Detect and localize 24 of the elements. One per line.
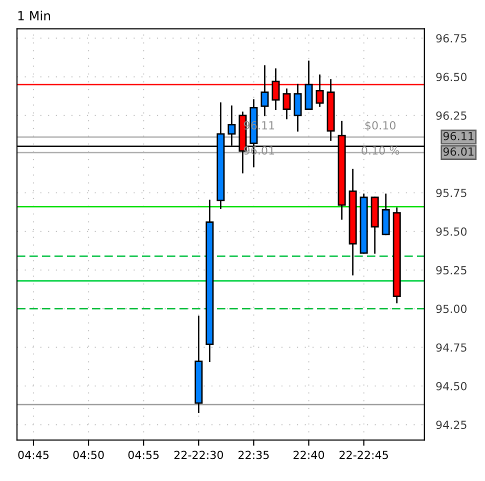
y-tick-label: 94.25 xyxy=(436,420,466,430)
x-tick-label: 04:45 xyxy=(18,450,49,460)
y-tick-label: 96.50 xyxy=(436,72,467,82)
x-tick-label: 22:40 xyxy=(294,450,324,460)
x-tick-label: 22-22:45 xyxy=(340,450,388,460)
x-tick-label: 22-22:30 xyxy=(174,450,223,460)
ref-line-label: 96.01 xyxy=(443,147,474,156)
x-tick-label: 22:35 xyxy=(238,450,269,460)
candlestick xyxy=(282,88,291,120)
y-tick-label: 96.25 xyxy=(436,111,466,120)
y-tick-label: 95.75 xyxy=(436,188,466,198)
candlestick xyxy=(260,65,269,116)
annotation: $0.10 xyxy=(365,120,396,131)
y-tick-label: 95.00 xyxy=(436,304,467,314)
y-tick-label: 95.25 xyxy=(436,266,466,274)
ref-line-label: 96.11 xyxy=(443,132,474,140)
y-tick-label: 95.50 xyxy=(436,227,467,236)
chart-title: 1 Min xyxy=(18,10,50,20)
y-tick-label: 96.75 xyxy=(436,34,466,43)
y-tick-label: 94.75 xyxy=(436,343,466,352)
x-tick-label: 04:55 xyxy=(128,450,159,460)
x-tick-label: 04:50 xyxy=(73,450,104,460)
candlestick xyxy=(294,84,302,132)
y-tick-label: 94.50 xyxy=(436,382,467,390)
